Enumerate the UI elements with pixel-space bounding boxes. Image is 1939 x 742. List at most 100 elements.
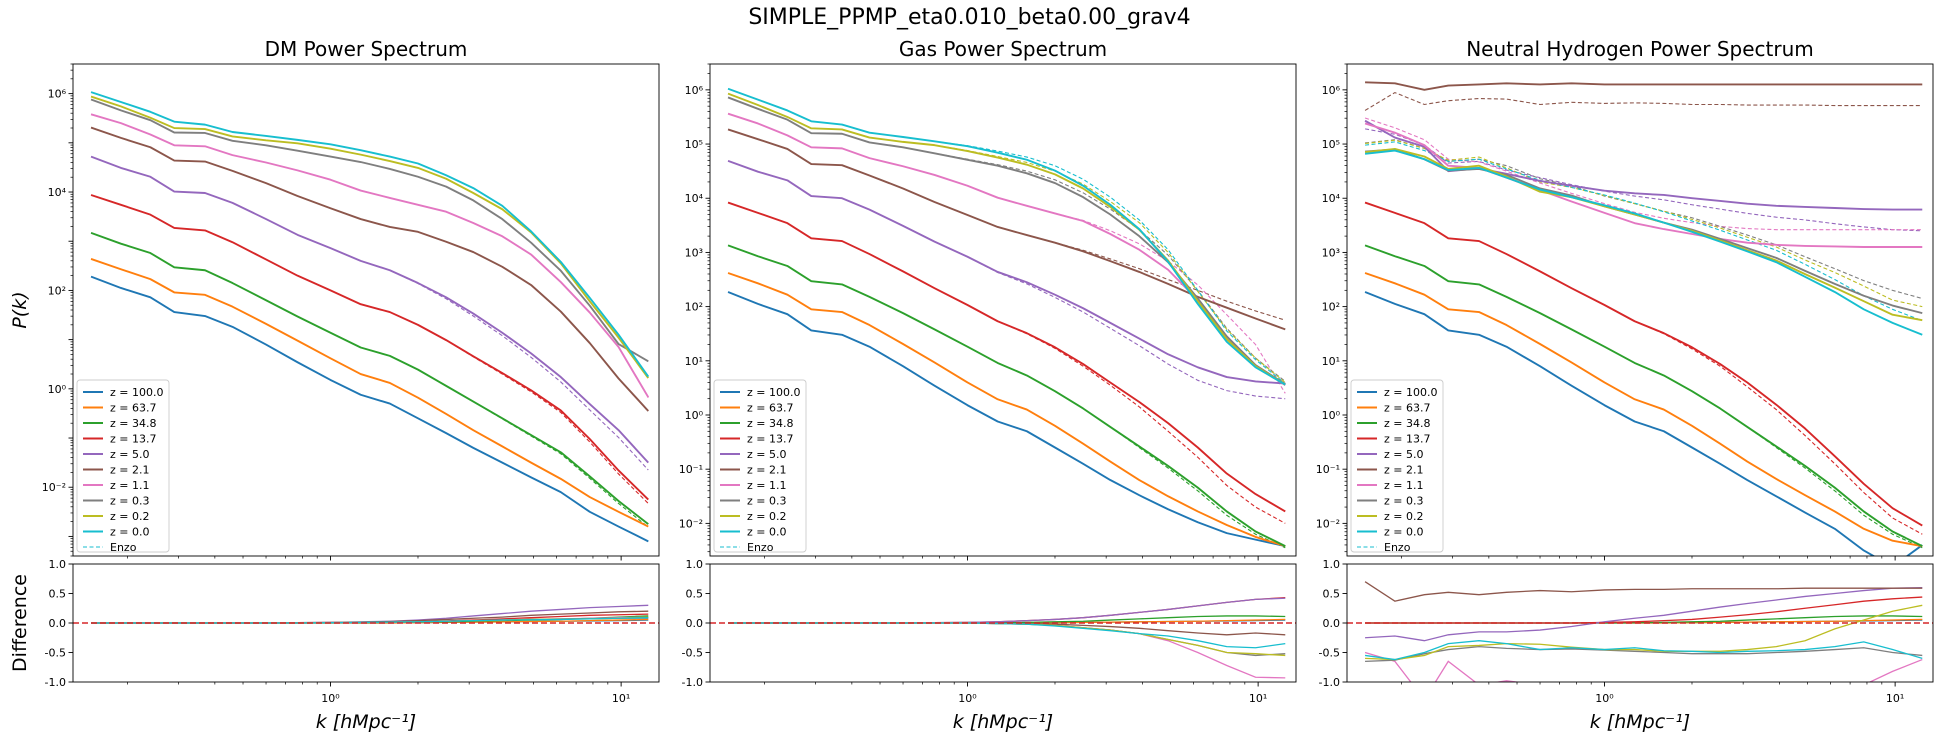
legend-label: z = 100.0: [1384, 386, 1437, 399]
y-tick-label: 10⁻¹: [1316, 463, 1340, 476]
diff-y-tick-label: 0.5: [1323, 588, 1341, 601]
y-tick-label: 10⁵: [1322, 138, 1340, 151]
x-tick-label: 10¹: [612, 692, 630, 705]
figure-title: SIMPLE_PPMP_eta0.010_beta0.00_grav4: [748, 5, 1190, 30]
legend-label: z = 5.0: [747, 448, 786, 461]
series-line-10: [727, 87, 1286, 386]
legend-label: z = 0.2: [747, 510, 786, 523]
diff-y-tick-label: 1.0: [686, 558, 704, 571]
legend-label: z = 1.1: [1384, 479, 1423, 492]
diff-line-8: [1365, 645, 1923, 662]
series-line-4: [727, 201, 1286, 513]
series-line-6: [1365, 81, 1923, 91]
legend-label: z = 0.0: [110, 526, 149, 539]
diff-line-10: [91, 617, 649, 624]
series-line-2: [90, 258, 649, 528]
panel-title: Gas Power Spectrum: [899, 37, 1107, 61]
axes-frame-bottom: [72, 563, 660, 683]
legend-label: z = 63.7: [747, 402, 793, 415]
legend-label: z = 100.0: [110, 386, 163, 399]
panel-1: DM Power Spectrum 10⁰ 10¹ 10⁻² 10⁰ 10² 10⁴ 10⁶ z…: [42, 37, 660, 733]
legend-label: Enzo: [110, 541, 137, 554]
series-line-7: [1364, 122, 1923, 248]
y-tick-label: 10²: [1322, 301, 1340, 314]
power-spectrum-lines: [90, 91, 650, 543]
enzo-line-3: [90, 232, 649, 528]
legend-label: z = 13.7: [110, 433, 156, 446]
axes-frame-bottom: [709, 563, 1297, 683]
x-tick-label: 10¹: [1886, 692, 1904, 705]
legend-label: Enzo: [747, 541, 774, 554]
diff-line-4: [1365, 596, 1923, 624]
legend-label: z = 13.7: [747, 433, 793, 446]
x-tick-label: 10⁰: [1595, 692, 1614, 705]
enzo-line-9: [727, 93, 1286, 383]
y-tick-label: 10¹: [1322, 355, 1340, 368]
legend-label: z = 13.7: [1384, 433, 1430, 446]
legend-label: z = 0.3: [110, 495, 149, 508]
series-line-9: [727, 92, 1286, 386]
y-axis-label-power: P(k): [9, 291, 31, 328]
y-tick-label: 10⁵: [685, 138, 703, 151]
y-tick-label: 10³: [1322, 246, 1340, 259]
y-tick-label: 10⁰: [1322, 409, 1341, 422]
y-tick-label: 10¹: [685, 355, 703, 368]
enzo-line-10: [1365, 141, 1923, 322]
series-line-6: [90, 126, 649, 412]
y-tick-label: 10⁴: [1322, 192, 1341, 205]
x-tick-label: 10⁰: [321, 692, 340, 705]
difference-lines: [73, 604, 659, 624]
legend-label: z = 5.0: [1384, 448, 1423, 461]
power-spectrum-lines: [727, 87, 1286, 549]
y-tick-label: 10⁴: [685, 192, 704, 205]
legend-label: z = 0.2: [1384, 510, 1423, 523]
diff-y-tick-label: -0.5: [682, 647, 703, 660]
y-tick-label: 10⁻¹: [679, 463, 703, 476]
y-axis-label-difference: Difference: [9, 574, 31, 672]
series-line-4: [1364, 201, 1923, 527]
diff-line-9: [1365, 604, 1923, 661]
series-line-3: [90, 231, 649, 525]
panel-3: Neutral Hydrogen Power Spectrum 10⁰ 10¹ 10⁻…: [1316, 37, 1934, 733]
series-line-10: [1364, 149, 1923, 336]
legend-label: z = 5.0: [110, 448, 149, 461]
legend-label: z = 2.1: [110, 464, 149, 477]
panels: DM Power Spectrum 10⁰ 10¹ 10⁻² 10⁰ 10² 10⁴ 10⁶ z…: [9, 37, 1934, 733]
series-line-1: [90, 275, 649, 543]
x-axis-label: k [hMpc⁻¹]: [953, 711, 1053, 733]
diff-y-tick-label: -1.0: [1319, 676, 1340, 689]
panel-2: Gas Power Spectrum 10⁰ 10¹ 10⁻² 10⁻¹ 10⁰ 10¹ 10…: [679, 37, 1297, 733]
y-tick-label: 10²: [685, 301, 703, 314]
y-tick-label: 10⁰: [685, 409, 704, 422]
diff-y-tick-label: 0.0: [49, 617, 67, 630]
axes-frame-bottom: [1346, 563, 1934, 683]
legend-label: z = 2.1: [1384, 464, 1423, 477]
diff-y-tick-label: -0.5: [1319, 647, 1340, 660]
diff-y-tick-label: 0.0: [1323, 617, 1341, 630]
y-tick-label: 10⁶: [685, 84, 704, 97]
series-line-3: [1364, 244, 1923, 547]
diff-y-tick-label: 1.0: [49, 558, 67, 571]
legend-label: z = 1.1: [747, 479, 786, 492]
x-axis-label: k [hMpc⁻¹]: [1590, 711, 1690, 733]
y-tick-label: 10⁶: [48, 88, 67, 101]
series-line-2: [1364, 272, 1923, 548]
diff-line-10: [728, 622, 1286, 649]
series-line-7: [90, 113, 650, 398]
diff-line-5: [1365, 586, 1923, 642]
plot-area: [1347, 64, 1933, 556]
diff-y-tick-label: -0.5: [45, 647, 66, 660]
diff-line-10: [1364, 640, 1923, 661]
difference-lines: [1347, 581, 1933, 682]
diff-y-tick-label: 1.0: [1323, 558, 1341, 571]
panel-title: DM Power Spectrum: [265, 37, 468, 61]
series-line-8: [90, 98, 649, 363]
series-line-1: [1364, 291, 1923, 556]
diff-line-7: [1364, 651, 1923, 682]
x-tick-label: 10⁰: [958, 692, 977, 705]
series-line-4: [90, 194, 649, 501]
axes-frame-top: [709, 63, 1297, 557]
power-spectrum-lines: [1364, 81, 1923, 556]
axes-frame-top: [72, 63, 660, 557]
